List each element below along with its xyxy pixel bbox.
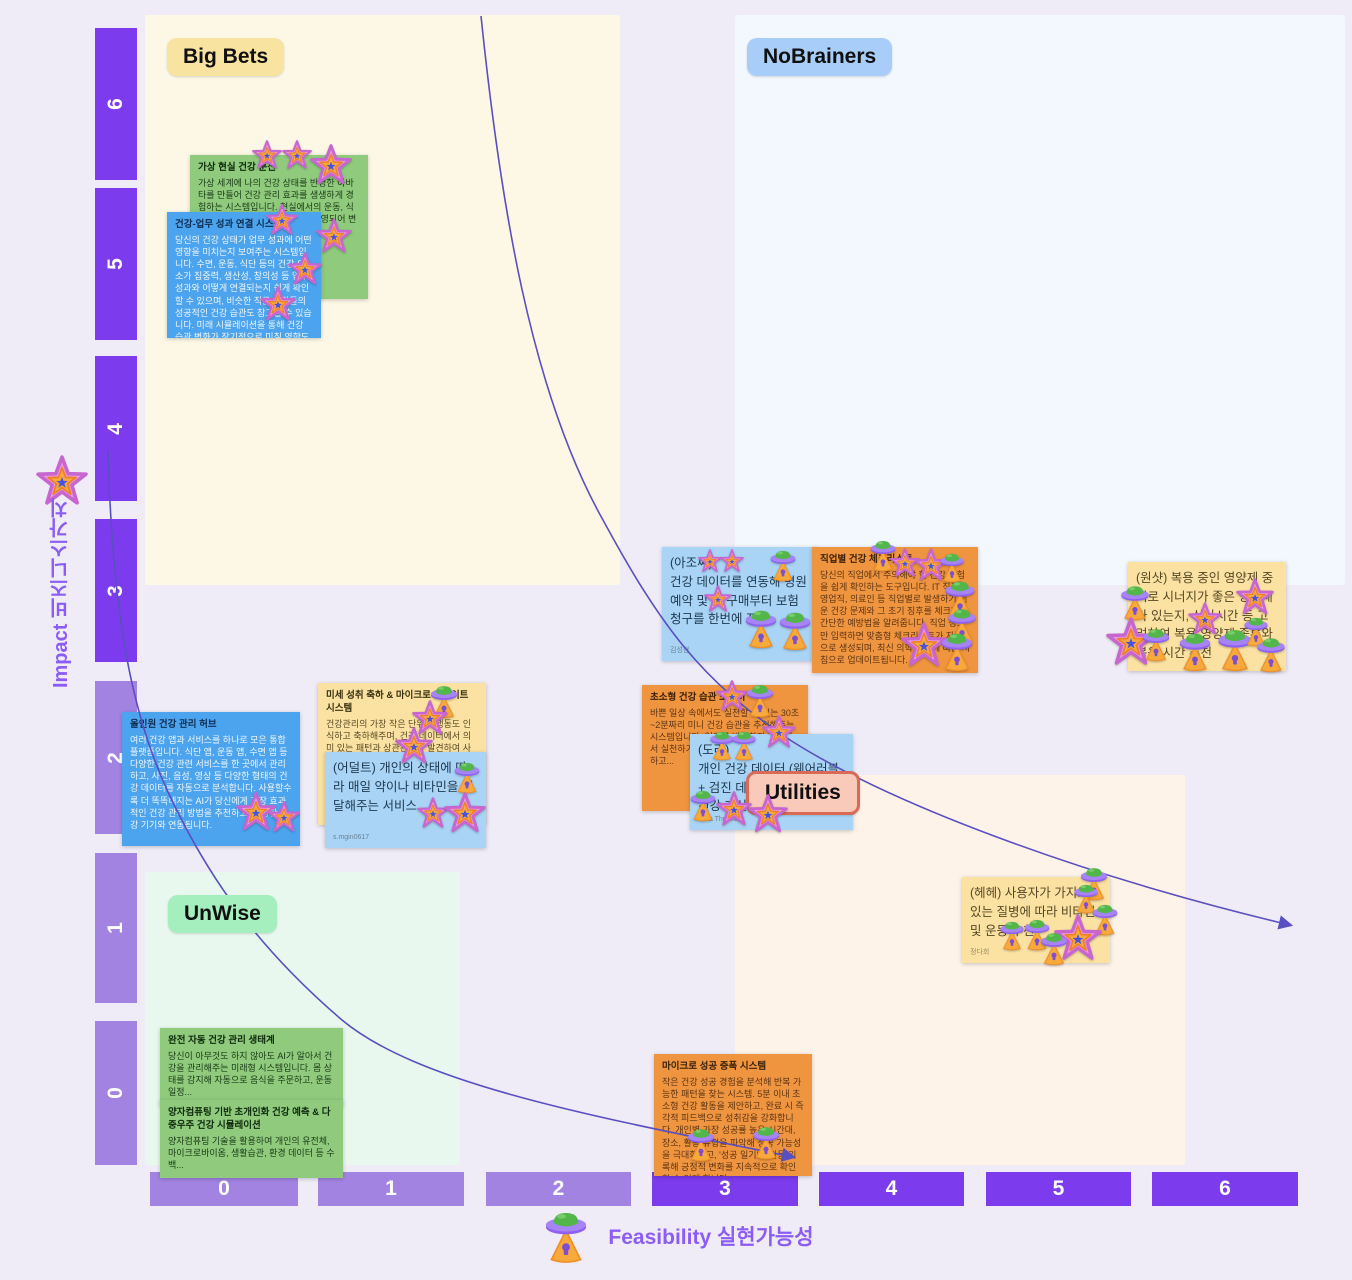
star-sticker-icon[interactable] [1236, 578, 1274, 616]
star-sticker-icon[interactable] [266, 204, 298, 236]
y-axis-title: Impact 비즈니스가치 [50, 498, 72, 689]
sticky-note-micro-success-amplifier[interactable]: 마이크로 성공 증폭 시스템 작은 건강 성공 경험을 분석해 반복 가능한 패… [654, 1054, 812, 1176]
x-tick-label: 5 [1052, 1177, 1065, 1200]
x-tick-label: 1 [385, 1177, 397, 1200]
x-axis-tick-4: 4 [819, 1172, 964, 1206]
ufo-sticker-icon[interactable] [683, 1126, 719, 1162]
y-tick-label: 5 [104, 258, 127, 270]
star-sticker-icon[interactable] [444, 792, 486, 834]
y-axis-tick-3: 3 [95, 519, 137, 662]
ufo-sticker-icon[interactable] [1116, 583, 1154, 621]
star-sticker-icon[interactable] [762, 715, 796, 749]
star-sticker-icon[interactable] [260, 286, 296, 322]
y-tick-label: 0 [104, 1087, 127, 1099]
sticky-note-full-auto-ecosystem[interactable]: 완전 자동 건강 관리 생태계 당신이 아무것도 하지 않아도 AI가 알아서 … [160, 1028, 343, 1106]
x-tick-label: 6 [1219, 1177, 1231, 1200]
star-sticker-icon[interactable] [282, 140, 312, 170]
ufo-sticker-icon [538, 1208, 594, 1264]
sticky-note-health-work-link[interactable]: 건강-업무 성과 연결 시스템 당신의 건강 상태가 업무 성과에 어떤 영향을… [167, 212, 321, 338]
x-tick-label: 0 [218, 1177, 230, 1200]
x-axis-tick-5: 5 [986, 1172, 1131, 1206]
star-sticker-icon[interactable] [395, 727, 433, 765]
y-axis-tick-6: 6 [95, 28, 137, 180]
x-tick-label: 2 [552, 1177, 565, 1200]
x-axis-tick-6: 6 [1152, 1172, 1298, 1206]
ufo-sticker-icon[interactable] [766, 548, 800, 582]
star-sticker-icon[interactable] [310, 144, 352, 186]
note-author: 김성현 [670, 646, 690, 654]
note-title: 마이크로 성공 증폭 시스템 [662, 1061, 767, 1072]
quadrant-label-unwise[interactable]: UnWise [168, 895, 277, 933]
star-sticker-icon[interactable] [748, 794, 788, 834]
note-title: 양자컴퓨팅 기반 초개인화 건강 예측 & 다중우주 건강 시뮬레이션 [168, 1107, 331, 1131]
note-title: 올인원 건강 관리 허브 [130, 719, 217, 730]
y-axis-tick-4: 4 [95, 356, 137, 501]
note-title: 완전 자동 건강 관리 생태계 [168, 1035, 275, 1046]
note-author: 정다희 [970, 948, 990, 956]
y-axis-tick-5: 5 [95, 188, 137, 340]
x-axis-title-text: Feasibility 실현가능성 [608, 1226, 814, 1249]
note-author: s.mgin0617 [333, 833, 370, 841]
star-sticker-icon[interactable] [316, 218, 352, 254]
star-sticker-icon[interactable] [268, 801, 300, 833]
x-axis-tick-3: 3 [652, 1172, 798, 1206]
y-axis-tick-1: 1 [95, 853, 137, 1003]
star-sticker-icon[interactable] [252, 140, 282, 170]
ufo-sticker-icon[interactable] [1174, 630, 1216, 672]
quadrant-nobrainers-area [735, 15, 1345, 585]
y-tick-label: 1 [104, 922, 127, 934]
note-body: 양자컴퓨팅 기술을 활용하여 개인의 유전체, 마이크로바이옴, 생활습관, 환… [168, 1135, 335, 1170]
quadrant-label-big-bets[interactable]: Big Bets [167, 38, 285, 76]
note-title: 건강-업무 성과 연결 시스템 [175, 219, 283, 230]
note-body: 당신이 아무것도 하지 않아도 AI가 알아서 건강을 관리해주는 미래형 시스… [168, 1050, 333, 1098]
ufo-sticker-icon[interactable] [728, 729, 760, 761]
y-tick-label: 4 [104, 422, 127, 435]
ufo-sticker-icon[interactable] [774, 609, 816, 651]
quadrant-label-nobrainers[interactable]: NoBrainers [747, 38, 893, 76]
x-tick-label: 3 [719, 1177, 731, 1200]
ufo-sticker-icon[interactable] [686, 788, 720, 822]
y-axis-tick-0: 0 [95, 1021, 137, 1165]
ufo-sticker-icon[interactable] [450, 760, 484, 794]
star-sticker-icon[interactable] [698, 549, 722, 573]
y-tick-label: 3 [104, 584, 127, 597]
ufo-sticker-icon[interactable] [748, 1124, 784, 1160]
ufo-sticker-icon[interactable] [1252, 635, 1290, 673]
star-sticker-icon[interactable] [288, 252, 322, 286]
x-axis-tick-2: 2 [486, 1172, 631, 1206]
ufo-sticker-icon[interactable] [1036, 930, 1072, 966]
x-tick-label: 4 [885, 1177, 898, 1200]
note-title: 가상 현실 건강 분신 [198, 162, 276, 173]
ufo-sticker-icon[interactable] [936, 630, 978, 672]
star-sticker-icon[interactable] [720, 549, 744, 573]
star-sticker-icon[interactable] [704, 585, 732, 613]
y-tick-label: 6 [104, 98, 127, 110]
x-axis-title: Feasibility 실현가능성 [0, 1208, 1352, 1264]
sticky-note-quantum-simulation[interactable]: 양자컴퓨팅 기반 초개인화 건강 예측 & 다중우주 건강 시뮬레이션 양자컴퓨… [160, 1100, 343, 1178]
ufo-sticker-icon[interactable] [742, 682, 778, 718]
ufo-sticker-icon[interactable] [1138, 626, 1174, 662]
star-sticker-icon[interactable] [716, 791, 752, 827]
